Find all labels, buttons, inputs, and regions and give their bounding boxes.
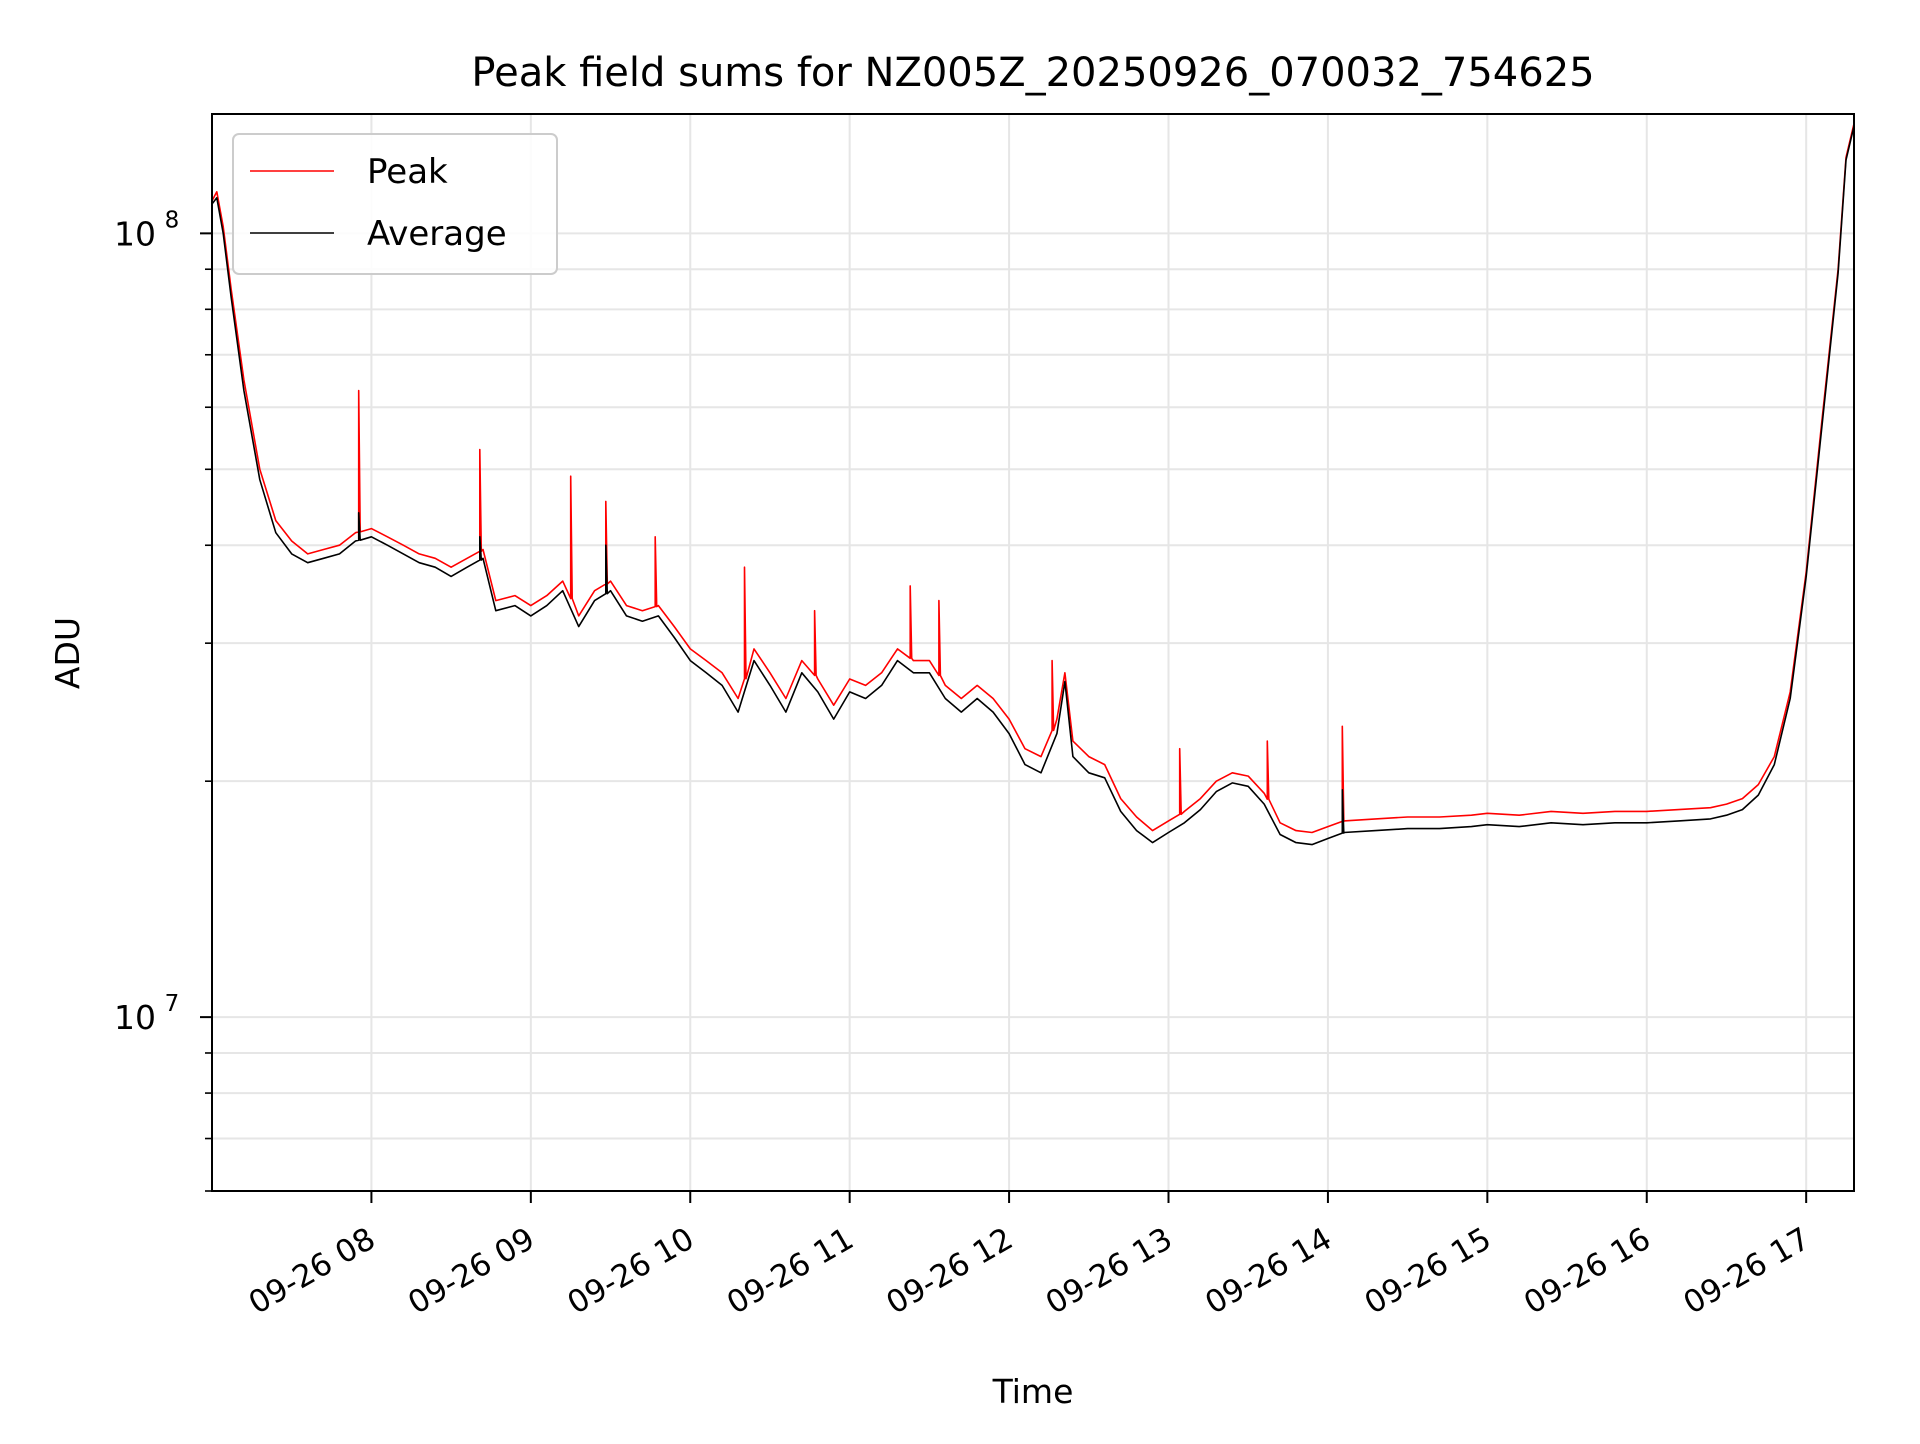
y-tick-label-exponent: 7 <box>165 991 180 1017</box>
legend: Peak Average <box>232 133 558 275</box>
y-axis-label: ADU <box>48 617 87 689</box>
series-line-average <box>212 126 1854 846</box>
y-tick-label: 10 <box>114 998 156 1037</box>
series-layer <box>212 123 1854 846</box>
legend-label-peak: Peak <box>367 152 448 192</box>
legend-label-average: Average <box>367 214 507 254</box>
chart-title: Peak field sums for NZ005Z_20250926_0700… <box>471 50 1594 96</box>
x-axis-label: Time <box>992 1372 1074 1411</box>
legend-box <box>232 133 558 275</box>
y-tick-label: 10 <box>114 214 156 253</box>
y-tick-label-exponent: 8 <box>165 207 180 233</box>
plot-frame <box>211 113 1855 1192</box>
